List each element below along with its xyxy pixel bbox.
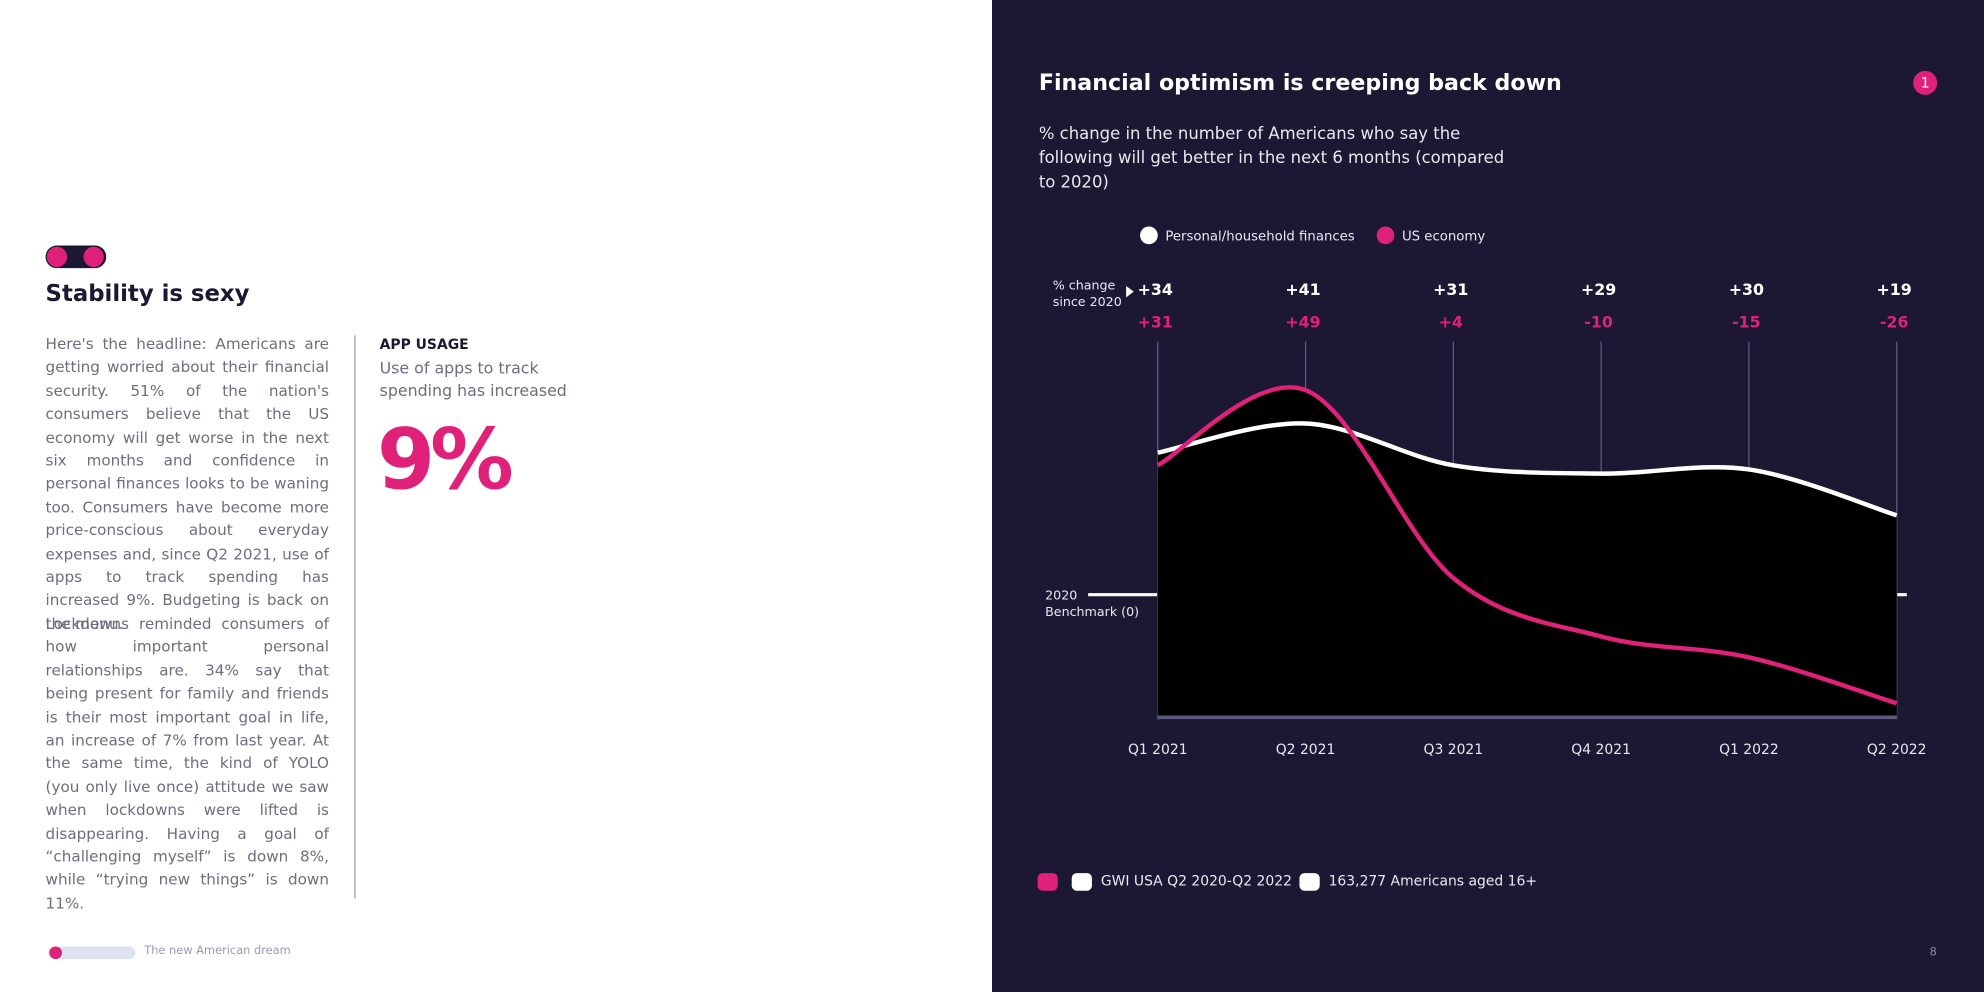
legend-label: Personal/household finances [1165, 229, 1354, 244]
note-arrow [1126, 285, 1134, 298]
sidebar-text: Use of apps to track spending has increa… [379, 358, 567, 401]
data-label: +41 [1285, 280, 1320, 299]
footer: The new American dream [144, 945, 291, 958]
legend-swatch [1376, 226, 1395, 245]
chart-title: Financial optimism is creeping back down [1038, 70, 1562, 97]
badge: 1 [1913, 70, 1938, 95]
x-tick-label: Q1 2022 [1719, 742, 1779, 758]
data-label: +49 [1285, 313, 1320, 332]
data-label: -10 [1584, 313, 1613, 332]
data-label: -26 [1880, 313, 1909, 332]
benchmark-label: 2020 Benchmark (0) [1045, 588, 1139, 619]
x-tick-label: Q2 2022 [1867, 742, 1927, 758]
area [1157, 387, 1897, 720]
series-line [1157, 421, 1898, 518]
data-label: +34 [1138, 280, 1173, 299]
x-tick-label: Q4 2021 [1571, 742, 1631, 758]
data-label: +31 [1433, 280, 1468, 299]
data-label: +29 [1581, 280, 1616, 299]
axis-note: % change since 2020 [1053, 278, 1122, 309]
data-label: +30 [1729, 280, 1764, 299]
divider [354, 335, 356, 899]
data-label: +4 [1439, 313, 1463, 332]
paragraph: Here's the headline: Americans are getti… [45, 335, 329, 633]
x-tick-label: Q1 2021 [1128, 742, 1188, 758]
x-tick-label: Q3 2021 [1424, 742, 1484, 758]
deco-pill [45, 245, 107, 269]
paragraph: Lockdowns reminded consumers of how impo… [45, 614, 329, 913]
sidebar-label: APP USAGE [379, 336, 469, 354]
data-label: -15 [1732, 313, 1761, 332]
chart-subtitle: % change in the number of Americans who … [1038, 125, 1505, 193]
footer-bar [48, 946, 136, 960]
legend-swatch [1140, 226, 1158, 245]
x-tick-label: Q2 2021 [1276, 742, 1336, 758]
legend-label: US economy [1402, 229, 1485, 244]
data-label: +19 [1877, 280, 1912, 299]
source: GWI USA Q2 2020-Q2 2022 [1100, 873, 1292, 890]
data-label: +31 [1138, 313, 1173, 332]
stat: 9% [377, 411, 514, 509]
sample: 163,277 Americans aged 16+ [1328, 873, 1538, 890]
page-number: 8 [1929, 946, 1937, 960]
series-line [1156, 385, 1898, 706]
heading: Stability is sexy [45, 280, 250, 308]
source-icons [1037, 873, 1320, 891]
